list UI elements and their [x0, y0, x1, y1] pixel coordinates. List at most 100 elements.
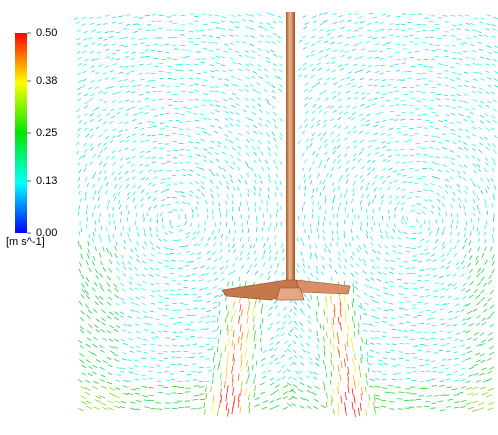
velocity-vector	[125, 148, 128, 150]
velocity-vector	[260, 273, 262, 277]
velocity-vector	[377, 343, 381, 344]
velocity-vector	[103, 39, 107, 40]
velocity-vector	[467, 311, 472, 314]
velocity-vector	[395, 207, 397, 211]
velocity-vector	[300, 308, 303, 311]
velocity-vector	[85, 392, 90, 395]
velocity-vector	[164, 247, 168, 249]
velocity-vector	[424, 184, 428, 185]
velocity-vector	[470, 178, 473, 181]
velocity-vector	[85, 282, 88, 286]
velocity-vector	[130, 58, 134, 59]
velocity-vector	[283, 315, 286, 318]
velocity-vector	[219, 203, 220, 207]
velocity-vector	[241, 309, 242, 316]
velocity-vector	[120, 66, 124, 67]
velocity-vector	[267, 120, 270, 123]
velocity-vector	[332, 237, 333, 241]
velocity-vector	[464, 101, 468, 103]
velocity-vector	[381, 195, 383, 199]
velocity-vector	[241, 343, 242, 350]
velocity-vector	[353, 97, 357, 99]
velocity-vector	[488, 298, 491, 301]
velocity-vector	[108, 297, 112, 300]
velocity-vector	[284, 307, 287, 310]
velocity-vector	[363, 313, 367, 315]
velocity-vector	[367, 194, 369, 198]
velocity-vector	[91, 59, 95, 61]
velocity-vector	[279, 70, 283, 73]
velocity-vector	[239, 316, 240, 324]
velocity-vector	[338, 236, 339, 240]
velocity-vector	[201, 266, 205, 268]
velocity-vector	[399, 302, 403, 303]
velocity-vector	[96, 127, 99, 129]
velocity-vector	[103, 122, 106, 124]
velocity-vector	[267, 61, 271, 63]
velocity-vector	[215, 223, 216, 227]
velocity-vector	[78, 184, 79, 188]
velocity-vector	[420, 239, 424, 241]
velocity-vector	[345, 259, 347, 262]
velocity-vector	[308, 316, 311, 319]
velocity-vector	[254, 174, 256, 178]
velocity-vector	[210, 91, 214, 92]
velocity-vector	[163, 331, 168, 332]
velocity-vector	[353, 298, 354, 303]
velocity-vector	[311, 295, 312, 300]
velocity-vector	[430, 190, 434, 192]
velocity-vector	[403, 181, 407, 182]
velocity-vector	[116, 112, 120, 114]
velocity-vector	[452, 389, 457, 390]
velocity-vector	[126, 73, 130, 74]
velocity-vector	[83, 64, 87, 66]
velocity-vector	[83, 154, 86, 158]
velocity-vector	[392, 337, 396, 338]
velocity-vector	[320, 192, 321, 196]
velocity-vector	[459, 114, 463, 116]
velocity-vector	[136, 317, 140, 319]
velocity-vector	[486, 58, 490, 60]
velocity-vector	[281, 192, 282, 196]
velocity-vector	[396, 115, 400, 116]
velocity-vector	[206, 386, 207, 392]
velocity-vector	[252, 146, 255, 149]
velocity-vector	[480, 333, 484, 336]
velocity-vector	[357, 249, 359, 253]
velocity-vector	[283, 257, 285, 261]
velocity-vector	[382, 80, 386, 81]
velocity-vector	[372, 160, 375, 162]
velocity-vector	[316, 82, 320, 85]
velocity-vector	[208, 338, 212, 339]
velocity-vector	[207, 293, 211, 295]
velocity-vector	[490, 324, 494, 327]
velocity-vector	[371, 243, 373, 247]
velocity-vector	[310, 143, 313, 147]
velocity-vector	[120, 371, 124, 372]
velocity-vector	[351, 118, 355, 120]
velocity-vector	[331, 277, 332, 281]
velocity-vector	[197, 201, 199, 205]
velocity-vector	[108, 408, 114, 410]
velocity-vector	[113, 234, 114, 238]
velocity-vector	[150, 268, 154, 270]
velocity-vector	[472, 410, 478, 412]
velocity-vector	[344, 359, 345, 367]
velocity-vector	[201, 186, 204, 189]
velocity-vector	[203, 24, 207, 25]
velocity-vector	[379, 223, 380, 227]
velocity-vector	[394, 224, 395, 228]
velocity-vector	[374, 221, 375, 225]
velocity-vector	[194, 308, 198, 309]
velocity-vector	[113, 207, 114, 211]
velocity-vector	[368, 153, 371, 156]
velocity-vector	[439, 212, 440, 216]
velocity-vector	[141, 151, 145, 153]
velocity-vector	[98, 143, 101, 146]
velocity-vector	[204, 228, 206, 232]
velocity-vector	[492, 255, 494, 260]
velocity-vector	[294, 321, 297, 324]
velocity-vector	[236, 103, 240, 105]
velocity-vector	[398, 253, 402, 254]
velocity-vector	[375, 79, 379, 80]
